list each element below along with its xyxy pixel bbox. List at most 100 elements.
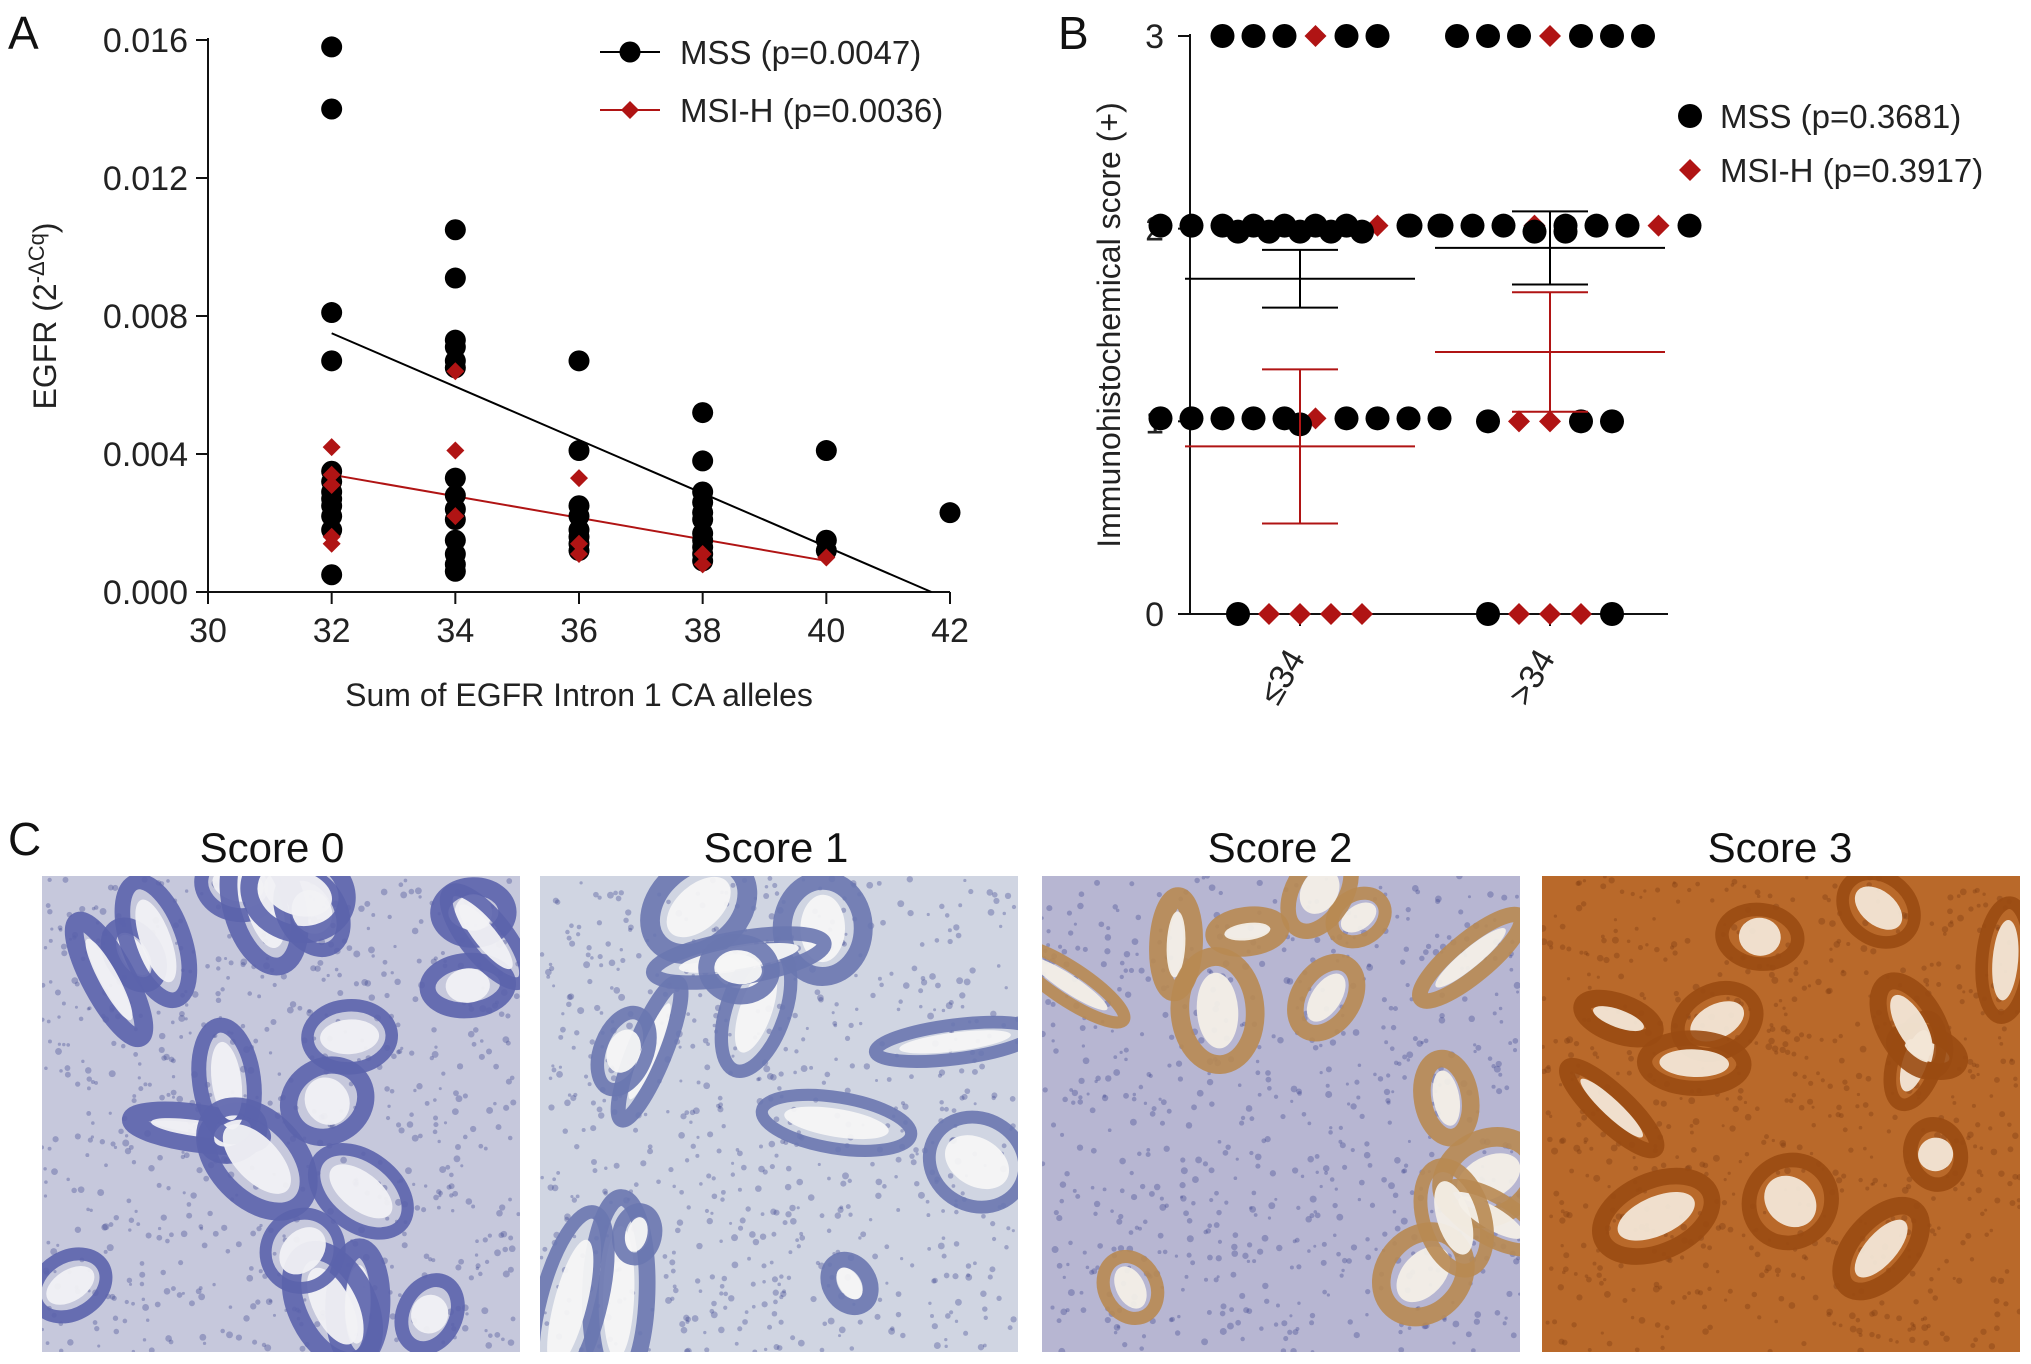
y-tick-label: 0.012 [103, 160, 188, 198]
data-point-mss [1319, 219, 1343, 244]
gland [922, 1110, 1018, 1214]
legend-label: MSI-H (p=0.0036) [680, 92, 943, 129]
data-point-mss [1553, 219, 1578, 244]
data-point-mss [568, 440, 590, 462]
gland [64, 911, 154, 1048]
gland [1413, 1049, 1480, 1147]
data-point-msih [693, 545, 712, 564]
data-point-msih [570, 469, 588, 488]
x-tick-label: 40 [807, 612, 845, 650]
data-point-mss [1476, 602, 1500, 626]
gland [1559, 1057, 1665, 1159]
x-tick-label: 34 [436, 612, 474, 650]
x-axis-label: Sum of EGFR Intron 1 CA alleles [345, 677, 813, 713]
data-point-msih [322, 438, 341, 457]
x-tick-label: 36 [560, 612, 598, 650]
data-point-mss [1288, 219, 1312, 244]
gland [307, 1143, 414, 1240]
gland [1205, 906, 1290, 957]
y-axis-label: Immunohistochemical score (+) [1091, 102, 1127, 547]
gland [114, 876, 198, 1009]
gland [1836, 876, 1921, 949]
data-point-mss [1334, 24, 1359, 48]
y-tick-label: 3 [1145, 18, 1164, 56]
gland [1280, 876, 1359, 940]
data-point-mss [939, 502, 961, 524]
x-tick-label: ≤34 [1252, 643, 1313, 711]
x-tick-label: 38 [684, 612, 722, 650]
data-point-mss [1226, 602, 1250, 626]
data-point-mss [444, 560, 466, 582]
data-point-mss [1584, 213, 1609, 238]
score-0-title: Score 0 [199, 824, 345, 871]
data-point-mss [1476, 24, 1500, 48]
gland [611, 1203, 663, 1266]
data-point-mss [568, 350, 590, 372]
data-point-mss [1396, 406, 1421, 431]
legend-label: MSS (p=0.3681) [1720, 98, 1961, 135]
gland [820, 1251, 879, 1316]
data-point-mss [1350, 219, 1374, 244]
panel-c-label: C [8, 813, 42, 865]
data-point-msih [446, 441, 465, 460]
gland [540, 1205, 615, 1352]
gland [1592, 1167, 1721, 1265]
data-point-mss [1365, 24, 1390, 48]
data-point-mss [1631, 24, 1655, 48]
data-point-mss [444, 267, 466, 289]
data-point-mss [1272, 24, 1297, 48]
legend-marker-msih [621, 101, 639, 119]
y-tick-label: 0.008 [103, 298, 188, 336]
gland [582, 1189, 656, 1352]
data-point-mss [321, 98, 343, 120]
data-point-mss [1569, 409, 1593, 434]
data-point-mss [1600, 602, 1624, 626]
gland [259, 1207, 346, 1294]
data-point-msih [570, 545, 588, 564]
data-point-msih [693, 555, 712, 574]
data-point-msih [1508, 410, 1530, 433]
data-point-msih [1539, 603, 1561, 625]
x-tick-label: 32 [313, 612, 351, 650]
data-point-mss [1210, 406, 1235, 431]
gland [394, 1273, 465, 1352]
data-point-mss [321, 350, 343, 372]
gland [755, 1088, 918, 1157]
data-point-mss [321, 302, 343, 324]
chart-a: 0.000 0.004 0.008 0.012 0.016 30 32 34 36 38 40 42 S… [24, 22, 969, 713]
data-point-mss [1429, 213, 1454, 238]
legend-label: MSS (p=0.0047) [680, 34, 921, 71]
legend-marker-mss [619, 41, 641, 63]
data-point-mss [1148, 406, 1173, 431]
data-point-msih [570, 534, 588, 553]
data-point-mss [1600, 409, 1624, 434]
data-point-mss [1427, 406, 1452, 431]
data-point-mss [1241, 24, 1266, 48]
score-2-title: Score 2 [1207, 824, 1353, 871]
data-point-mss [1241, 406, 1266, 431]
score-1-title: Score 1 [703, 824, 849, 871]
data-point-mss [1677, 213, 1702, 238]
data-point-mss [1365, 406, 1390, 431]
tissue-image-score-1 [540, 876, 1018, 1352]
score-3-title: Score 3 [1707, 824, 1853, 871]
gland [1412, 906, 1520, 1009]
data-point-mss [1226, 219, 1250, 244]
data-point-mss [1257, 219, 1281, 244]
data-point-msih [1508, 603, 1530, 625]
data-point-msih [446, 362, 465, 381]
data-point-mss [321, 564, 343, 586]
data-point-mss [321, 36, 343, 58]
data-point-msih [1304, 25, 1327, 47]
data-point-mss [1569, 24, 1593, 48]
data-point-mss [815, 440, 837, 462]
data-point-mss [1148, 213, 1173, 238]
data-point-msih [1351, 603, 1373, 625]
y-tick-label: 0.016 [103, 22, 188, 60]
data-point-msih [1258, 603, 1280, 625]
data-point-msih [446, 507, 465, 526]
data-point-mss [1491, 213, 1516, 238]
gland [1832, 1196, 1931, 1301]
x-tick-label: 30 [189, 612, 227, 650]
